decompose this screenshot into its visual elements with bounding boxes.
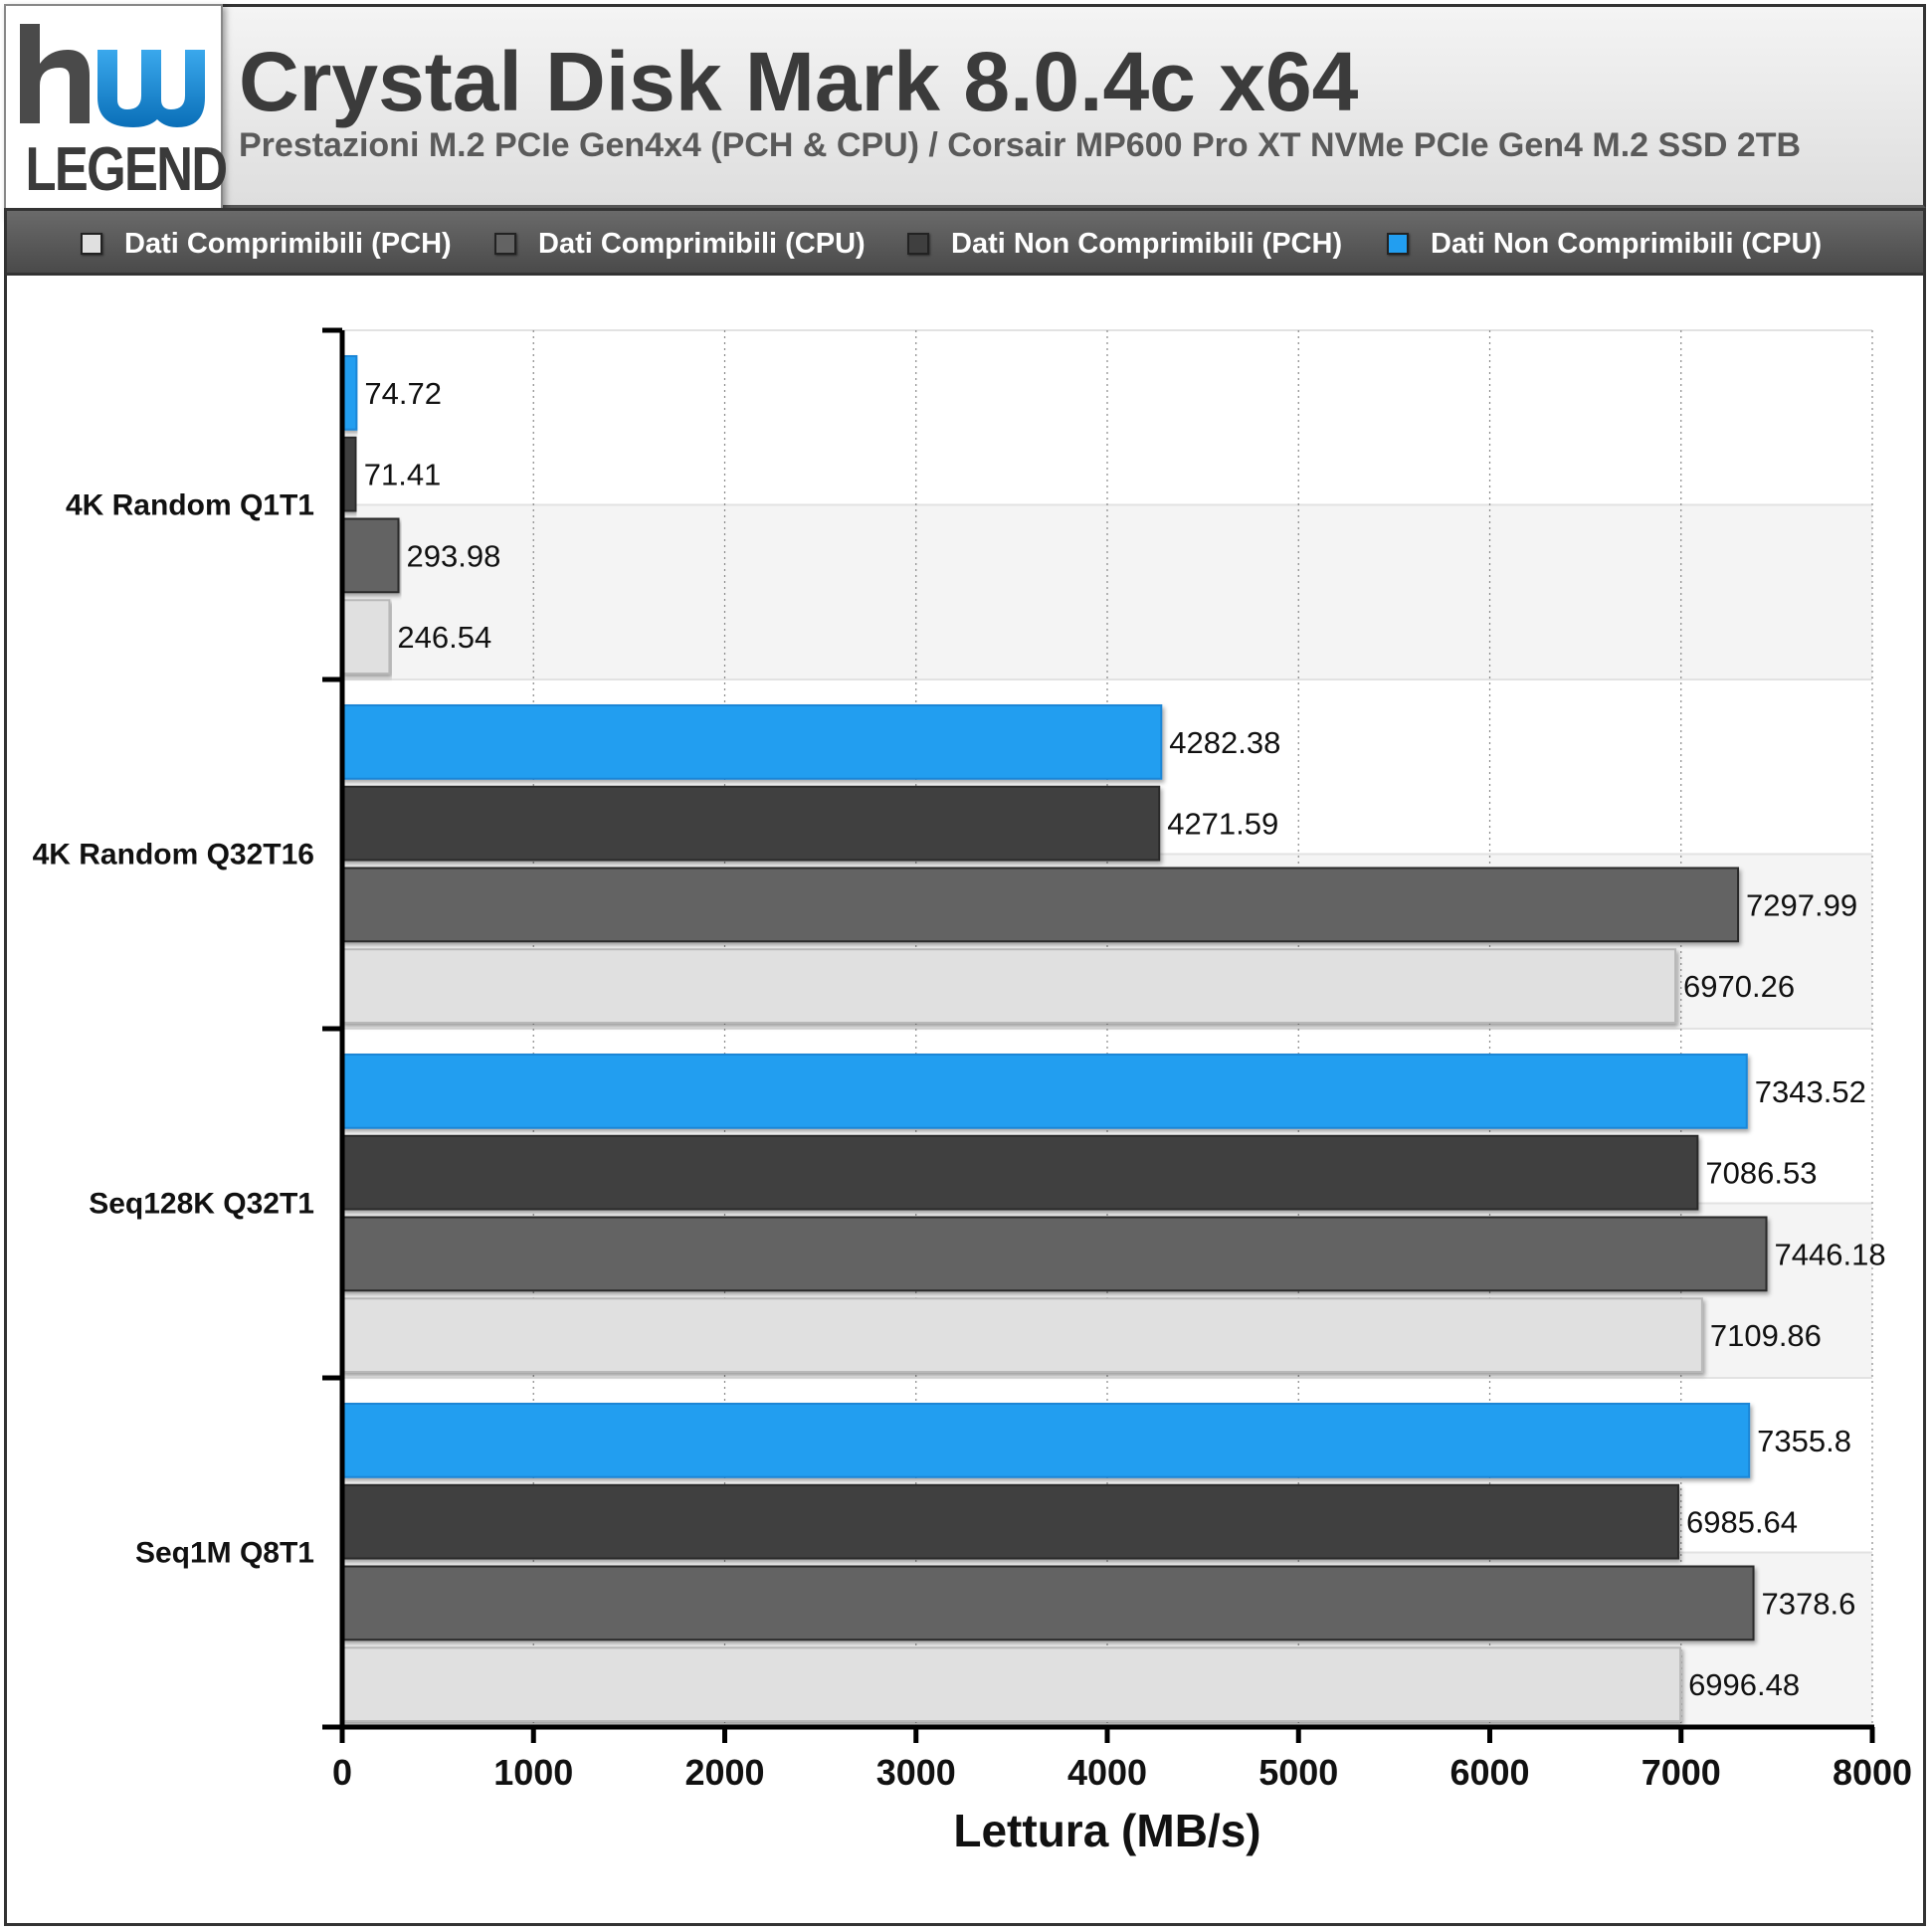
bar-value-label: 7378.6 [1762, 1586, 1856, 1621]
chart-legend: Dati Comprimibili (PCH) Dati Comprimibil… [4, 208, 1926, 276]
chart-subtitle: Prestazioni M.2 PCIe Gen4x4 (PCH & CPU) … [239, 126, 1802, 164]
x-tick-label: 8000 [1833, 1752, 1912, 1793]
legend-item-comp-pch: Dati Comprimibili (PCH) [81, 227, 452, 260]
legend-label-comp-cpu: Dati Comprimibili (CPU) [538, 227, 866, 260]
bar [341, 1483, 1679, 1560]
bar-value-label: 4271.59 [1167, 807, 1278, 842]
logo-mark-icon [20, 24, 205, 127]
bar [341, 704, 1163, 780]
bar-value-label: 7297.99 [1746, 887, 1857, 922]
legend-label-noncomp-cpu: Dati Non Comprimibili (CPU) [1431, 227, 1823, 260]
bar-value-label: 6970.26 [1683, 969, 1795, 1004]
x-tick-label: 0 [332, 1752, 352, 1793]
category-label: 4K Random Q1T1 [66, 489, 314, 522]
bar-value-label: 293.98 [407, 538, 501, 573]
bar [341, 785, 1161, 862]
x-tick-label: 6000 [1449, 1752, 1529, 1793]
bar [341, 517, 400, 594]
legend-swatch-noncomp-cpu [1387, 233, 1409, 255]
bar-value-label: 7343.52 [1755, 1074, 1866, 1109]
legend-label-comp-pch: Dati Comprimibili (PCH) [124, 227, 452, 260]
x-tick-label: 5000 [1258, 1752, 1338, 1793]
legend-swatch-comp-pch [81, 233, 102, 255]
bar [341, 948, 1677, 1024]
bar-value-label: 4282.38 [1169, 725, 1280, 760]
chart-header [4, 4, 1926, 208]
x-tick-label: 4000 [1067, 1752, 1147, 1793]
x-tick-label: 2000 [684, 1752, 764, 1793]
bar [341, 1403, 1751, 1478]
x-axis-title: Lettura (MB/s) [953, 1805, 1260, 1856]
bar-value-label: 7355.8 [1757, 1424, 1851, 1458]
bar-value-label: 7446.18 [1775, 1237, 1886, 1271]
bar [341, 1216, 1768, 1292]
bar [341, 1054, 1748, 1129]
category-label: 4K Random Q32T16 [33, 839, 314, 871]
bar [341, 1565, 1755, 1642]
x-tick-label: 3000 [876, 1752, 956, 1793]
bar [341, 1646, 1682, 1722]
category-label: Seq128K Q32T1 [89, 1188, 314, 1221]
bar-value-label: 6985.64 [1686, 1505, 1798, 1540]
chart-title: Crystal Disk Mark 8.0.4c x64 [239, 35, 1359, 128]
bar-value-label: 246.54 [397, 620, 491, 655]
bar [341, 1297, 1703, 1373]
bar-value-label: 7109.86 [1710, 1318, 1822, 1353]
legend-item-noncomp-pch: Dati Non Comprimibili (PCH) [907, 227, 1343, 260]
x-tick-label: 1000 [493, 1752, 573, 1793]
legend-swatch-comp-cpu [494, 233, 516, 255]
bar [341, 1134, 1699, 1211]
bar [341, 867, 1740, 943]
bar-value-label: 71.41 [364, 458, 442, 492]
bar-value-label: 7086.53 [1705, 1156, 1817, 1191]
x-tick-label: 7000 [1642, 1752, 1721, 1793]
plot-band [342, 330, 1872, 505]
legend-label-noncomp-pch: Dati Non Comprimibili (PCH) [951, 227, 1343, 260]
legend-swatch-noncomp-pch [907, 233, 929, 255]
logo-wordmark: LEGEND [25, 135, 228, 204]
legend-item-noncomp-cpu: Dati Non Comprimibili (CPU) [1387, 227, 1823, 260]
legend-item-comp-cpu: Dati Comprimibili (CPU) [494, 227, 866, 260]
bar [341, 599, 391, 675]
bar-value-label: 6996.48 [1688, 1667, 1800, 1702]
bar-value-label: 74.72 [364, 376, 442, 411]
category-label: Seq1M Q8T1 [135, 1537, 314, 1570]
